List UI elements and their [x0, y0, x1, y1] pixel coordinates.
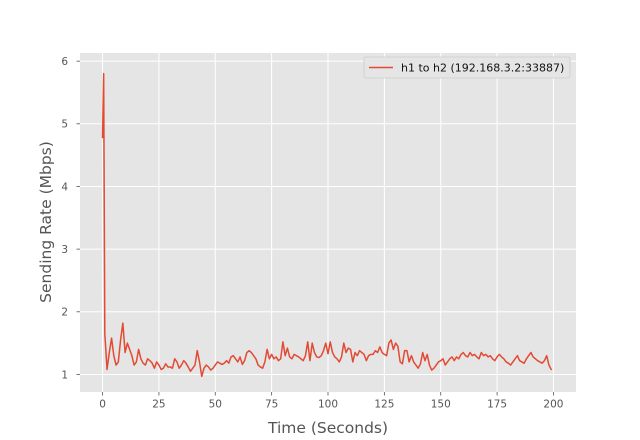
legend: h1 to h2 (192.168.3.2:33887): [363, 56, 571, 79]
x-tick-label: 75: [265, 399, 278, 411]
y-tick-label: 6: [61, 56, 68, 68]
y-tick-label: 3: [61, 244, 68, 256]
series-layer: [101, 72, 552, 378]
y-tick-label: 4: [61, 181, 68, 193]
x-axis-label: Time (Seconds): [267, 419, 388, 437]
legend-series-label: h1 to h2 (192.168.3.2:33887): [401, 62, 564, 75]
x-tick-label: 25: [152, 399, 165, 411]
series-line-0: [101, 72, 552, 378]
x-tick-label: 50: [209, 399, 222, 411]
legend-box: [363, 56, 571, 79]
x-tick-label: 150: [431, 399, 451, 411]
y-tick-label: 5: [61, 119, 68, 131]
y-tick-label: 2: [61, 307, 68, 319]
x-tick-label: 100: [318, 399, 338, 411]
grid-layer: [80, 53, 576, 392]
y-tick-label: 1: [61, 369, 68, 381]
tick-layer: 0 25 50 75 100 125 150 175 200 1 2 3 4 5 6: [61, 56, 563, 411]
x-tick-label: 0: [99, 399, 106, 411]
x-tick-label: 200: [543, 399, 563, 411]
x-tick-label: 125: [374, 399, 394, 411]
x-tick-label: 175: [487, 399, 507, 411]
y-axis-label: Sending Rate (Mbps): [37, 141, 55, 303]
